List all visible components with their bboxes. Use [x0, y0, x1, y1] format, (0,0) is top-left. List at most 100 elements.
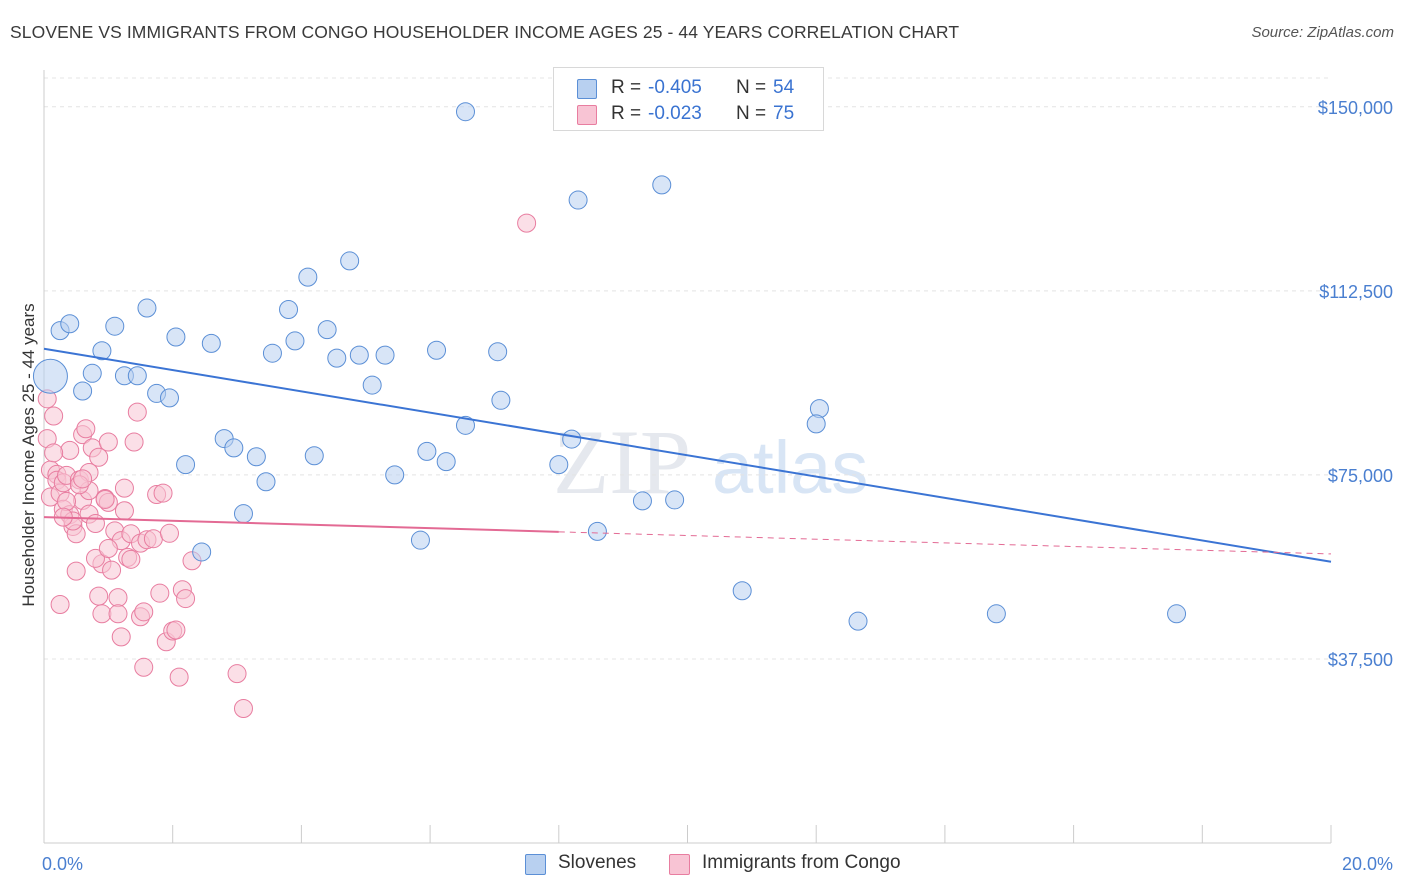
slovene-point — [82, 363, 102, 383]
slovene-point — [806, 414, 826, 434]
source-credit: Source: ZipAtlas.com — [1251, 24, 1394, 41]
congo-point — [150, 583, 170, 603]
congo-point — [159, 523, 179, 543]
slovene-point — [436, 452, 456, 472]
congo-point — [233, 699, 253, 719]
slovene-point — [298, 267, 318, 287]
x-tick-label: 0.0% — [42, 854, 83, 874]
congo-point — [143, 529, 163, 549]
slovene-point — [410, 530, 430, 550]
congo-point — [57, 491, 77, 511]
congo-point — [108, 588, 128, 608]
legend-slovenes-swatch — [525, 854, 546, 875]
congo-n-value: 75 — [773, 103, 795, 124]
slovene-point — [127, 366, 147, 386]
congo-point — [44, 443, 64, 463]
congo-trend-extension — [558, 531, 1332, 555]
slovene-point — [327, 348, 347, 368]
slovene-point — [665, 490, 685, 510]
slovene-point — [166, 327, 186, 347]
slovene-point — [986, 604, 1006, 624]
slovene-point — [427, 340, 447, 360]
congo-point — [95, 489, 115, 509]
slovene-point — [137, 298, 157, 318]
congo-point — [102, 560, 122, 580]
congo-point — [85, 548, 105, 568]
slovene-point — [632, 491, 652, 511]
slovene-point — [73, 381, 93, 401]
congo-swatch — [577, 105, 597, 125]
congo-point — [176, 589, 196, 609]
legend-congo-label: Immigrants from Congo — [702, 852, 901, 873]
slovene-point — [455, 415, 475, 435]
congo-point — [114, 501, 134, 521]
congo-point — [134, 657, 154, 677]
slovene-point — [1167, 604, 1187, 624]
stats-row-slovenes: R = -0.405 N = 54 — [554, 76, 823, 102]
congo-point — [50, 594, 70, 614]
y-tick-label: $37,500 — [1328, 650, 1393, 670]
congo-point — [76, 419, 96, 439]
slovene-point — [233, 504, 253, 524]
slovenes-r-label: R = — [611, 77, 642, 98]
slovene-point — [417, 441, 437, 461]
legend-slovenes-label: Slovenes — [558, 852, 637, 873]
legend-congo-swatch — [669, 854, 690, 875]
congo-r-value: -0.023 — [648, 103, 702, 124]
watermark-atlas: atlas — [712, 426, 868, 509]
slovene-point — [340, 251, 360, 271]
slovene-point — [92, 341, 112, 361]
stats-row-congo: R = -0.023 N = 75 — [554, 102, 823, 128]
congo-point — [89, 447, 109, 467]
congo-point — [98, 539, 118, 559]
slovene-point — [491, 390, 511, 410]
slovene-point — [587, 521, 607, 541]
slovene-point — [256, 472, 276, 492]
slovene-point — [32, 358, 68, 394]
y-tick-label: $112,500 — [1319, 282, 1393, 302]
slovene-point — [848, 611, 868, 631]
slovene-point — [652, 175, 672, 195]
x-tick-label: 20.0% — [1342, 854, 1393, 874]
congo-point — [73, 469, 93, 489]
congo-point — [92, 604, 112, 624]
slovenes-swatch — [577, 79, 597, 99]
slovene-point — [246, 447, 266, 467]
congo-trend-line — [43, 516, 559, 533]
slovenes-n-label: N = — [736, 77, 767, 98]
slovene-point — [375, 345, 395, 365]
slovene-point — [224, 438, 244, 458]
slovene-point — [285, 331, 305, 351]
slovene-point — [549, 455, 569, 475]
slovenes-r-value: -0.405 — [648, 77, 702, 98]
chart-title: SLOVENE VS IMMIGRANTS FROM CONGO HOUSEHO… — [10, 22, 960, 42]
congo-point — [111, 627, 131, 647]
slovene-point — [192, 542, 212, 562]
slovene-point — [279, 300, 299, 320]
correlation-stats-box: R = -0.405 N = 54 R = -0.023 N = 75 — [553, 67, 824, 131]
congo-point — [108, 604, 128, 624]
y-tick-label: $75,000 — [1328, 466, 1393, 486]
chart-legend: Slovenes Immigrants from Congo — [0, 852, 1406, 878]
slovene-point — [262, 343, 282, 363]
congo-point — [166, 620, 186, 640]
congo-point — [169, 667, 189, 687]
slovene-point — [60, 314, 80, 334]
congo-point — [114, 478, 134, 498]
congo-point — [127, 402, 147, 422]
congo-point — [44, 406, 64, 426]
congo-r-label: R = — [611, 103, 642, 124]
congo-point — [98, 432, 118, 452]
slovene-point — [488, 342, 508, 362]
congo-point — [124, 432, 144, 452]
congo-point — [85, 513, 105, 533]
slovenes-n-value: 54 — [773, 77, 795, 98]
slovene-point — [385, 465, 405, 485]
congo-point — [60, 440, 80, 460]
slovene-point — [176, 455, 196, 475]
congo-point — [66, 561, 86, 581]
congo-point — [89, 586, 109, 606]
slovene-point — [304, 446, 324, 466]
slovene-point — [568, 190, 588, 210]
congo-point — [134, 602, 154, 622]
